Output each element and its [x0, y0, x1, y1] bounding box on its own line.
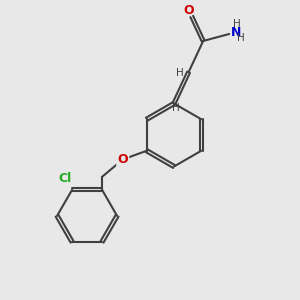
Text: N: N	[230, 26, 241, 39]
Text: O: O	[117, 153, 128, 166]
Text: O: O	[184, 4, 194, 17]
Text: H: H	[172, 103, 180, 112]
Text: Cl: Cl	[59, 172, 72, 185]
Text: H: H	[233, 19, 241, 29]
Text: H: H	[176, 68, 184, 78]
Text: H: H	[237, 33, 245, 43]
